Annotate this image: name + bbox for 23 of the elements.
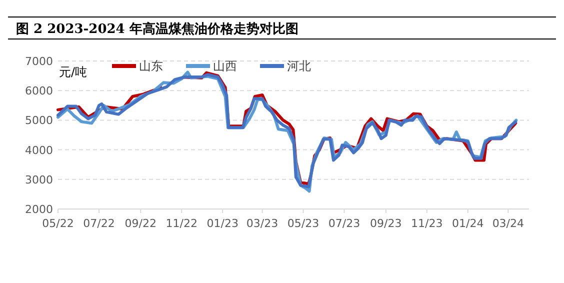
y-tick-label: 7000	[25, 55, 53, 68]
x-tick-label: 11/23	[411, 217, 443, 230]
legend-label: 山东	[139, 59, 163, 73]
y-axis-title: 元/吨	[59, 65, 88, 79]
x-tick-label: 01/23	[206, 217, 238, 230]
y-tick-label: 6000	[25, 84, 53, 98]
x-tick-label: 09/22	[124, 217, 156, 230]
y-tick-label: 2000	[25, 203, 53, 216]
x-tick-label: 03/23	[246, 217, 278, 230]
legend-label: 山西	[213, 59, 237, 73]
x-tick-label: 09/23	[370, 217, 402, 230]
x-tick-label: 07/22	[83, 217, 115, 230]
x-tick-label: 05/22	[42, 217, 74, 230]
y-tick-label: 4000	[25, 144, 53, 157]
x-tick-label: 03/24	[492, 217, 524, 230]
x-tick-label: 05/23	[287, 217, 320, 230]
x-tick-label: 01/24	[452, 217, 484, 230]
legend-label: 河北	[287, 59, 311, 73]
y-tick-label: 5000	[25, 114, 53, 128]
x-tick-label: 07/23	[328, 217, 360, 230]
x-tick-label: 11/22	[166, 217, 198, 230]
y-tick-label: 3000	[25, 173, 53, 186]
chart-title: 图 2 2023-2024 年高温煤焦油价格走势对比图	[16, 21, 298, 37]
